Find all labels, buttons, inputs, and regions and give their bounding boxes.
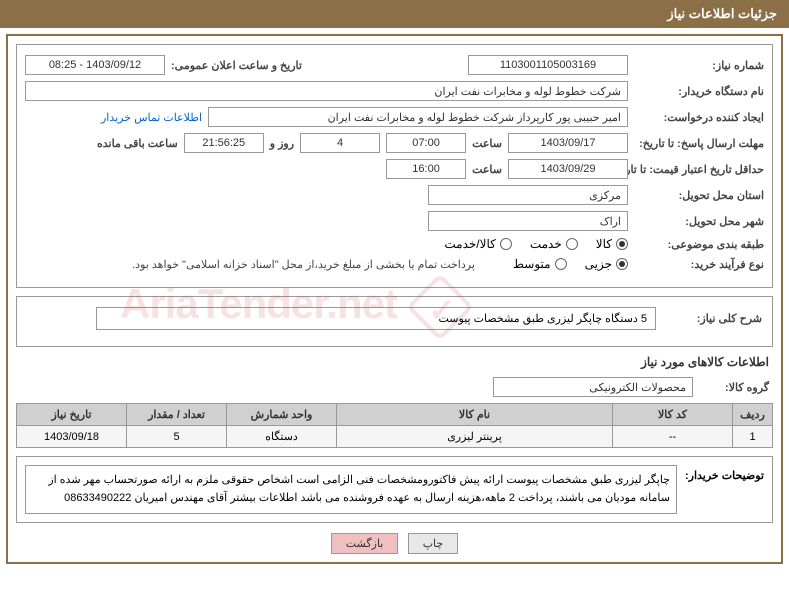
row-category: طبقه بندی موضوعی: کالا خدمت کالا/خدمت	[25, 237, 764, 251]
row-process-type: نوع فرآیند خرید: جزیی متوسط پرداخت تمام …	[25, 257, 764, 271]
th-unit: واحد شمارش	[227, 404, 337, 426]
radio-service-icon	[566, 238, 578, 250]
buyer-org-value: شرکت خطوط لوله و مخابرات نفت ایران	[25, 81, 628, 101]
days-and-label: روز و	[270, 137, 294, 150]
row-response-deadline: مهلت ارسال پاسخ: تا تاریخ: 1403/09/17 سا…	[25, 133, 764, 153]
response-deadline-date: 1403/09/17	[508, 133, 628, 153]
back-button[interactable]: بازگشت	[331, 533, 399, 554]
delivery-city-value: اراک	[428, 211, 628, 231]
td-date: 1403/09/18	[17, 426, 127, 448]
radio-goods[interactable]: کالا	[596, 237, 628, 251]
category-label: طبقه بندی موضوعی:	[634, 238, 764, 251]
row-delivery-province: استان محل تحویل: مرکزی	[25, 185, 764, 205]
td-qty: 5	[127, 426, 227, 448]
radio-goods-service-icon	[500, 238, 512, 250]
radio-service[interactable]: خدمت	[530, 237, 578, 251]
remaining-time: 21:56:25	[184, 133, 264, 153]
price-validity-time: 16:00	[386, 159, 466, 179]
response-deadline-label: مهلت ارسال پاسخ: تا تاریخ:	[634, 137, 764, 150]
goods-info-title: اطلاعات کالاهای مورد نیاز	[20, 355, 769, 369]
requester-value: امیر حبیبی پور کارپرداز شرکت خطوط لوله و…	[208, 107, 628, 127]
remaining-label: ساعت باقی مانده	[97, 137, 178, 150]
buyer-notes-text: چاپگر لیزری طبق مشخصات پیوست ارائه پیش ف…	[25, 465, 677, 514]
buyer-org-label: نام دستگاه خریدار:	[634, 85, 764, 98]
button-row: چاپ بازگشت	[16, 533, 773, 554]
goods-table: ردیف کد کالا نام کالا واحد شمارش تعداد /…	[16, 403, 773, 448]
need-number-value: 1103001105003169	[468, 55, 628, 75]
th-qty: تعداد / مقدار	[127, 404, 227, 426]
description-label: شرح کلی نیاز:	[662, 312, 762, 325]
days-remaining: 4	[300, 133, 380, 153]
row-need-number: شماره نیاز: 1103001105003169 تاریخ و ساع…	[25, 55, 764, 75]
goods-group-value: محصولات الکترونیکی	[493, 377, 693, 397]
radio-medium[interactable]: متوسط	[513, 257, 567, 271]
td-unit: دستگاه	[227, 426, 337, 448]
th-code: کد کالا	[613, 404, 733, 426]
radio-goods-service[interactable]: کالا/خدمت	[444, 237, 511, 251]
td-code: --	[613, 426, 733, 448]
buyer-notes-label: توضیحات خریدار:	[685, 465, 764, 514]
radio-goods-label: کالا	[596, 237, 612, 251]
radio-partial[interactable]: جزیی	[585, 257, 628, 271]
response-deadline-time: 07:00	[386, 133, 466, 153]
table-row: 1 -- پرینتر لیزری دستگاه 5 1403/09/18	[17, 426, 773, 448]
delivery-city-label: شهر محل تحویل:	[634, 215, 764, 228]
process-type-label: نوع فرآیند خرید:	[634, 258, 764, 271]
print-button[interactable]: چاپ	[408, 533, 459, 554]
need-number-label: شماره نیاز:	[634, 59, 764, 72]
th-name: نام کالا	[337, 404, 613, 426]
th-row: ردیف	[733, 404, 773, 426]
page-header: جزئیات اطلاعات نیاز	[0, 0, 789, 28]
goods-group-label: گروه کالا:	[699, 381, 769, 394]
td-name: پرینتر لیزری	[337, 426, 613, 448]
table-header-row: ردیف کد کالا نام کالا واحد شمارش تعداد /…	[17, 404, 773, 426]
row-price-validity: حداقل تاریخ اعتبار قیمت: تا تاریخ: 1403/…	[25, 159, 764, 179]
buyer-contact-link[interactable]: اطلاعات تماس خریدار	[101, 111, 202, 124]
announce-date-value: 1403/09/12 - 08:25	[25, 55, 165, 75]
form-section: شماره نیاز: 1103001105003169 تاریخ و ساع…	[16, 44, 773, 288]
radio-goods-service-label: کالا/خدمت	[444, 237, 495, 251]
row-buyer-org: نام دستگاه خریدار: شرکت خطوط لوله و مخاب…	[25, 81, 764, 101]
row-delivery-city: شهر محل تحویل: اراک	[25, 211, 764, 231]
th-date: تاریخ نیاز	[17, 404, 127, 426]
radio-partial-label: جزیی	[585, 257, 612, 271]
description-section: شرح کلی نیاز: 5 دستگاه چاپگر لیزری طبق م…	[16, 296, 773, 347]
main-container: شماره نیاز: 1103001105003169 تاریخ و ساع…	[6, 34, 783, 564]
td-row: 1	[733, 426, 773, 448]
radio-medium-icon	[555, 258, 567, 270]
payment-note: پرداخت تمام یا بخشی از مبلغ خرید،از محل …	[132, 258, 475, 271]
announce-date-label: تاریخ و ساعت اعلان عمومی:	[171, 59, 302, 72]
radio-partial-icon	[616, 258, 628, 270]
radio-medium-label: متوسط	[513, 257, 551, 271]
hour-label-2: ساعت	[472, 163, 502, 176]
buyer-notes-section: توضیحات خریدار: چاپگر لیزری طبق مشخصات پ…	[16, 456, 773, 523]
price-validity-label: حداقل تاریخ اعتبار قیمت: تا تاریخ:	[634, 163, 764, 176]
requester-label: ایجاد کننده درخواست:	[634, 111, 764, 124]
row-requester: ایجاد کننده درخواست: امیر حبیبی پور کارپ…	[25, 107, 764, 127]
radio-goods-icon	[616, 238, 628, 250]
description-text: 5 دستگاه چاپگر لیزری طبق مشخصات پیوست	[96, 307, 656, 330]
page-title: جزئیات اطلاعات نیاز	[667, 6, 777, 21]
delivery-province-value: مرکزی	[428, 185, 628, 205]
radio-service-label: خدمت	[530, 237, 562, 251]
price-validity-date: 1403/09/29	[508, 159, 628, 179]
hour-label-1: ساعت	[472, 137, 502, 150]
delivery-province-label: استان محل تحویل:	[634, 189, 764, 202]
